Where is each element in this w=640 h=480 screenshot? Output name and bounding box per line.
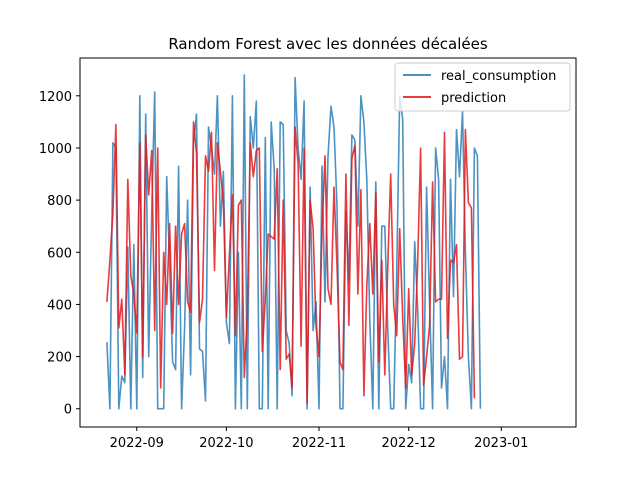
plot-lines [106,74,482,410]
legend-label-real-consumption: real_consumption [441,69,556,84]
x-tick-label: 2022-11 [292,436,346,451]
chart-title: Random Forest avec les données décalées [168,35,488,53]
y-tick-label: 1000 [39,142,72,157]
y-tick-label: 0 [64,403,72,418]
x-tick-label: 2022-12 [382,436,436,451]
x-axis: 2022-09 2022-10 2022-11 2022-12 2023-01 [110,427,528,451]
x-tick-label: 2022-10 [199,436,253,451]
y-tick-label: 400 [47,298,72,313]
legend-box [394,62,571,112]
plot-frame [79,57,577,428]
x-tick-label: 2022-09 [110,436,164,451]
series-line-prediction [106,121,476,405]
y-tick-label: 800 [47,194,72,209]
y-axis: 0 200 400 600 800 1000 1200 [39,90,80,418]
y-tick-label: 1200 [39,90,72,105]
legend-label-prediction: prediction [441,91,506,106]
y-tick-label: 600 [47,246,72,261]
legend: real_consumption prediction [394,62,571,112]
x-tick-label: 2023-01 [474,436,528,451]
y-tick-label: 200 [47,351,72,366]
